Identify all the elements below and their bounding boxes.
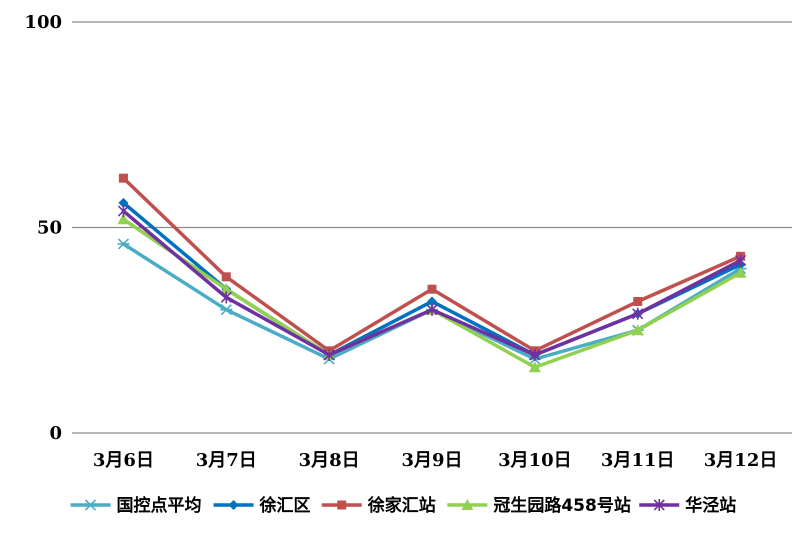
legend-label: 徐汇区 <box>259 495 311 516</box>
data-point <box>427 284 437 294</box>
legend-label: 冠生园路458号站 <box>493 495 630 516</box>
legend-item: 国控点平均 <box>70 495 202 516</box>
legend-marker <box>84 499 97 511</box>
legend-label: 徐家汇站 <box>367 495 436 516</box>
series-3 <box>118 173 746 356</box>
data-point <box>117 205 129 218</box>
data-point <box>323 348 335 361</box>
x-tick-label: 3月7日 <box>196 450 257 471</box>
data-point <box>220 304 233 316</box>
data-point <box>117 238 130 250</box>
legend-item: 徐汇区 <box>213 495 311 516</box>
data-point <box>220 291 232 304</box>
data-point <box>221 272 231 282</box>
axes: 0 50 100 3月6日 3月7日 3月8日 3月9日 3月10日 3月11日 3月12日 <box>24 12 777 471</box>
y-tick-label: 100 <box>24 12 62 33</box>
data-point <box>735 254 747 267</box>
data-point <box>427 296 437 307</box>
y-tick-label: 0 <box>49 423 62 444</box>
x-tick-label: 3月9日 <box>401 450 462 471</box>
x-tick-label: 3月10日 <box>498 450 572 471</box>
data-point <box>118 173 128 183</box>
data-point <box>528 361 541 373</box>
data-point <box>734 266 747 278</box>
legend-item: 徐家汇站 <box>321 495 436 516</box>
series-5 <box>117 205 747 361</box>
legend-marker <box>337 500 347 510</box>
legend-label: 国控点平均 <box>117 495 202 516</box>
series-line <box>121 201 743 357</box>
data-point <box>118 197 129 208</box>
data-point <box>426 303 438 316</box>
series-lines <box>117 173 747 373</box>
x-tick-label: 3月8日 <box>299 450 360 471</box>
x-tick-label: 3月11日 <box>601 450 675 471</box>
legend-item: 冠生园路458号站 <box>447 495 631 516</box>
legend: 国控点平均 徐汇区 徐家汇站 冠生园路458号站 华泾站 <box>70 495 736 516</box>
data-point <box>117 213 130 225</box>
data-point <box>220 283 233 295</box>
data-point <box>529 348 541 361</box>
data-point <box>631 324 644 336</box>
y-tick-label: 50 <box>37 218 62 239</box>
legend-marker <box>461 499 474 510</box>
legend-marker <box>228 500 239 510</box>
data-point <box>633 296 643 306</box>
x-tick-label: 3月6日 <box>93 450 154 471</box>
legend-marker <box>653 499 665 511</box>
data-point <box>632 307 644 320</box>
gridlines <box>72 21 792 434</box>
legend-item: 华泾站 <box>639 495 736 516</box>
x-tick-label: 3月12日 <box>704 450 778 471</box>
legend-label: 华泾站 <box>685 495 736 516</box>
